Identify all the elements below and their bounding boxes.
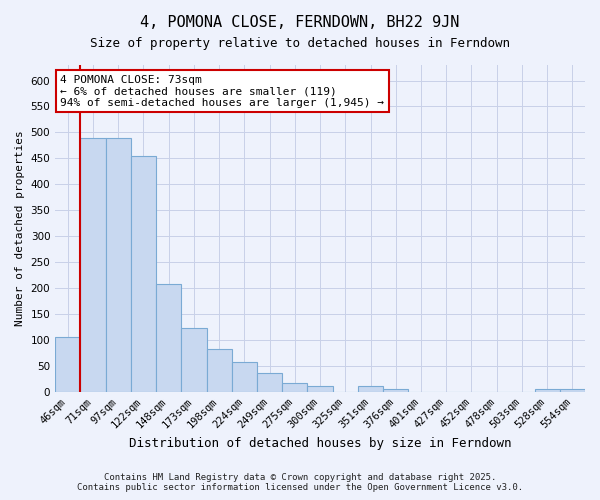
Bar	[560, 389, 585, 392]
Bar	[282, 383, 307, 392]
Y-axis label: Number of detached properties: Number of detached properties	[15, 130, 25, 326]
Bar	[232, 362, 257, 392]
X-axis label: Distribution of detached houses by size in Ferndown: Distribution of detached houses by size …	[129, 437, 511, 450]
Bar	[535, 389, 560, 392]
Bar	[257, 374, 282, 392]
Bar	[55, 337, 80, 392]
Bar	[80, 138, 106, 392]
Bar	[181, 328, 206, 392]
Bar	[156, 284, 181, 392]
Text: Contains HM Land Registry data © Crown copyright and database right 2025.
Contai: Contains HM Land Registry data © Crown c…	[77, 473, 523, 492]
Bar	[106, 138, 131, 392]
Text: 4, POMONA CLOSE, FERNDOWN, BH22 9JN: 4, POMONA CLOSE, FERNDOWN, BH22 9JN	[140, 15, 460, 30]
Bar	[131, 156, 156, 392]
Bar	[307, 386, 332, 392]
Bar	[358, 386, 383, 392]
Text: 4 POMONA CLOSE: 73sqm
← 6% of detached houses are smaller (119)
94% of semi-deta: 4 POMONA CLOSE: 73sqm ← 6% of detached h…	[61, 75, 385, 108]
Bar	[383, 389, 409, 392]
Bar	[206, 349, 232, 392]
Text: Size of property relative to detached houses in Ferndown: Size of property relative to detached ho…	[90, 38, 510, 51]
